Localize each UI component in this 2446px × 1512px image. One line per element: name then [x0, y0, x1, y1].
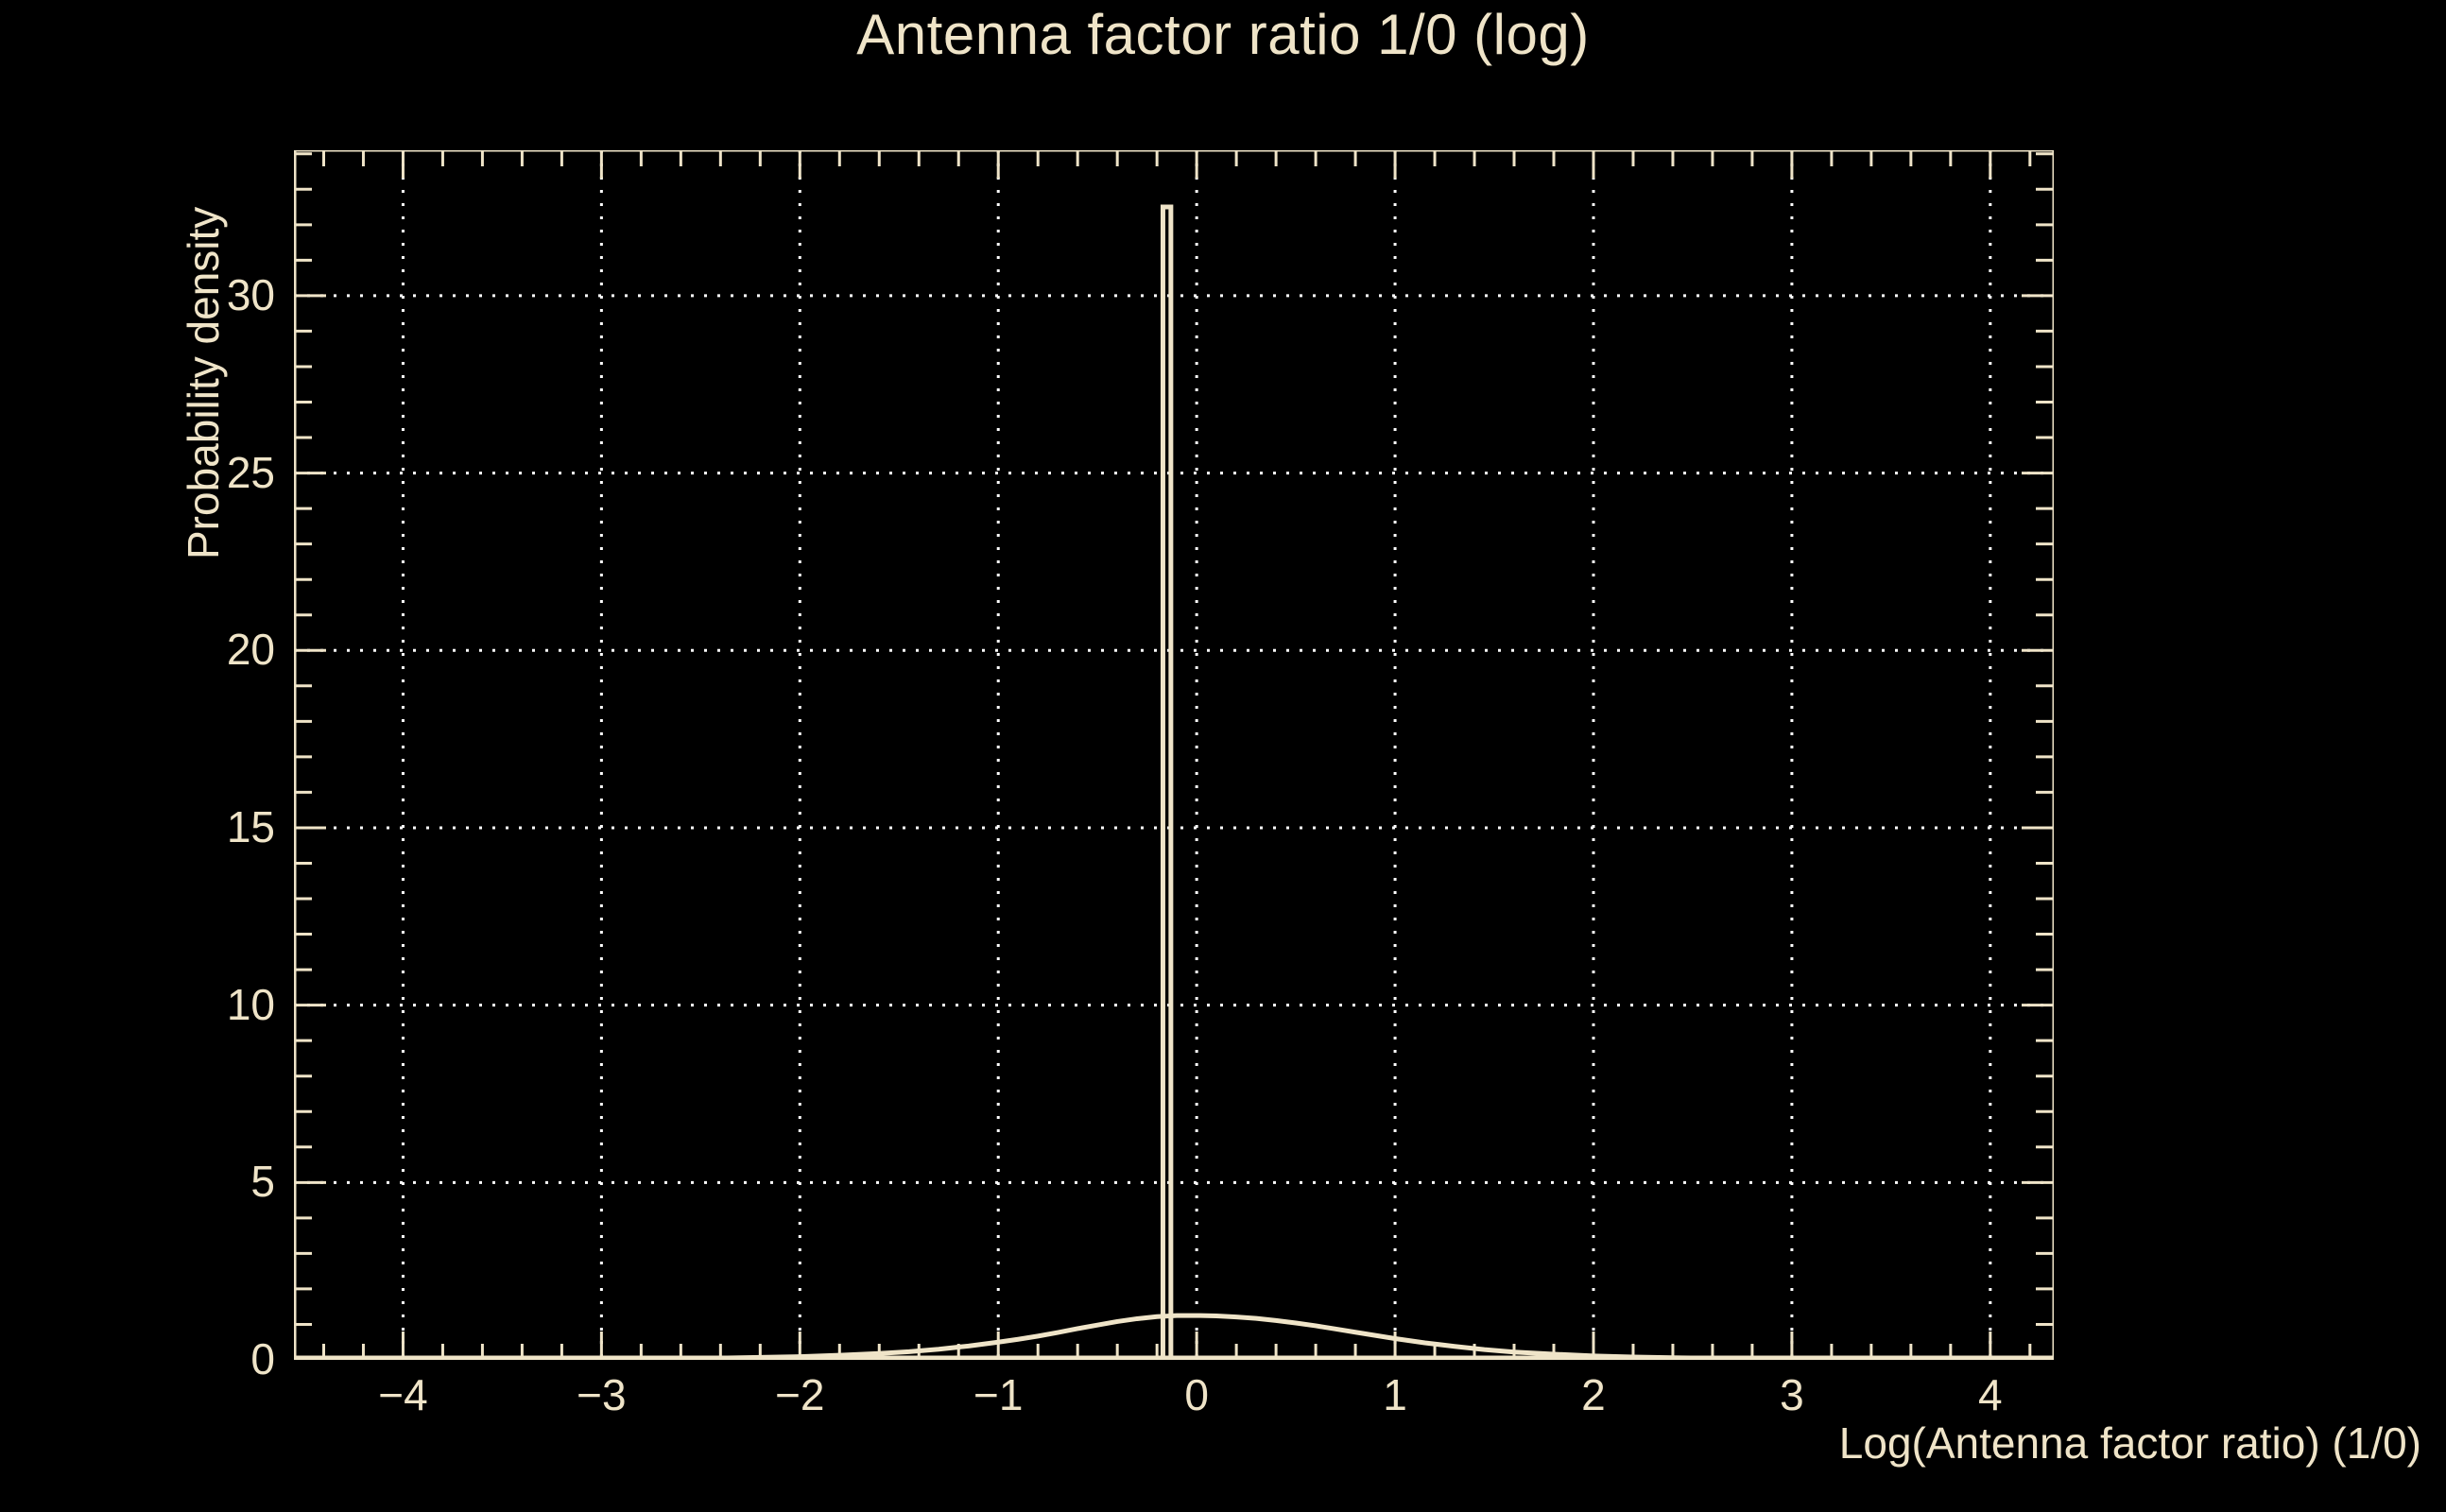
- axis-tick-marks: [294, 150, 2054, 1360]
- x-axis-tick-label: 4: [1978, 1370, 2003, 1419]
- x-axis-tick-label: −2: [775, 1370, 825, 1419]
- chart-title: Antenna factor ratio 1/0 (log): [856, 3, 1590, 66]
- vertical-gridlines: [401, 150, 1992, 1360]
- x-axis-tick-label: 3: [1780, 1370, 1804, 1419]
- x-axis-tick-label: −4: [378, 1370, 428, 1419]
- y-axis-tick-label: 5: [250, 1157, 275, 1207]
- x-axis-tick-label: 1: [1383, 1370, 1407, 1419]
- y-axis-title: Probability density: [179, 206, 228, 559]
- y-axis-tick-label: 0: [250, 1334, 275, 1383]
- y-axis-tick-label: 10: [226, 979, 275, 1029]
- x-axis-tick-label: −3: [577, 1370, 627, 1419]
- axis-frame: [294, 150, 2054, 1360]
- y-axis-tick-label: 15: [226, 801, 275, 851]
- horizontal-gridlines: [294, 294, 2054, 1184]
- series-spike-bar: [1160, 204, 1174, 1360]
- x-axis-tick-label: 2: [1581, 1370, 1606, 1419]
- x-axis-tick-label: −1: [973, 1370, 1024, 1419]
- x-axis-tick-label: 0: [1184, 1370, 1209, 1419]
- plot-area: [294, 150, 2054, 1360]
- series-background-curve: [294, 1313, 2054, 1360]
- y-axis-tick-label: 20: [226, 625, 275, 675]
- data-series-group: [294, 204, 2054, 1360]
- plot-svg: [294, 150, 2054, 1360]
- x-axis-title: Log(Antenna factor ratio) (1/0): [1838, 1418, 2421, 1468]
- y-axis-tick-label: 25: [226, 447, 275, 497]
- y-axis-tick-label: 30: [226, 269, 275, 319]
